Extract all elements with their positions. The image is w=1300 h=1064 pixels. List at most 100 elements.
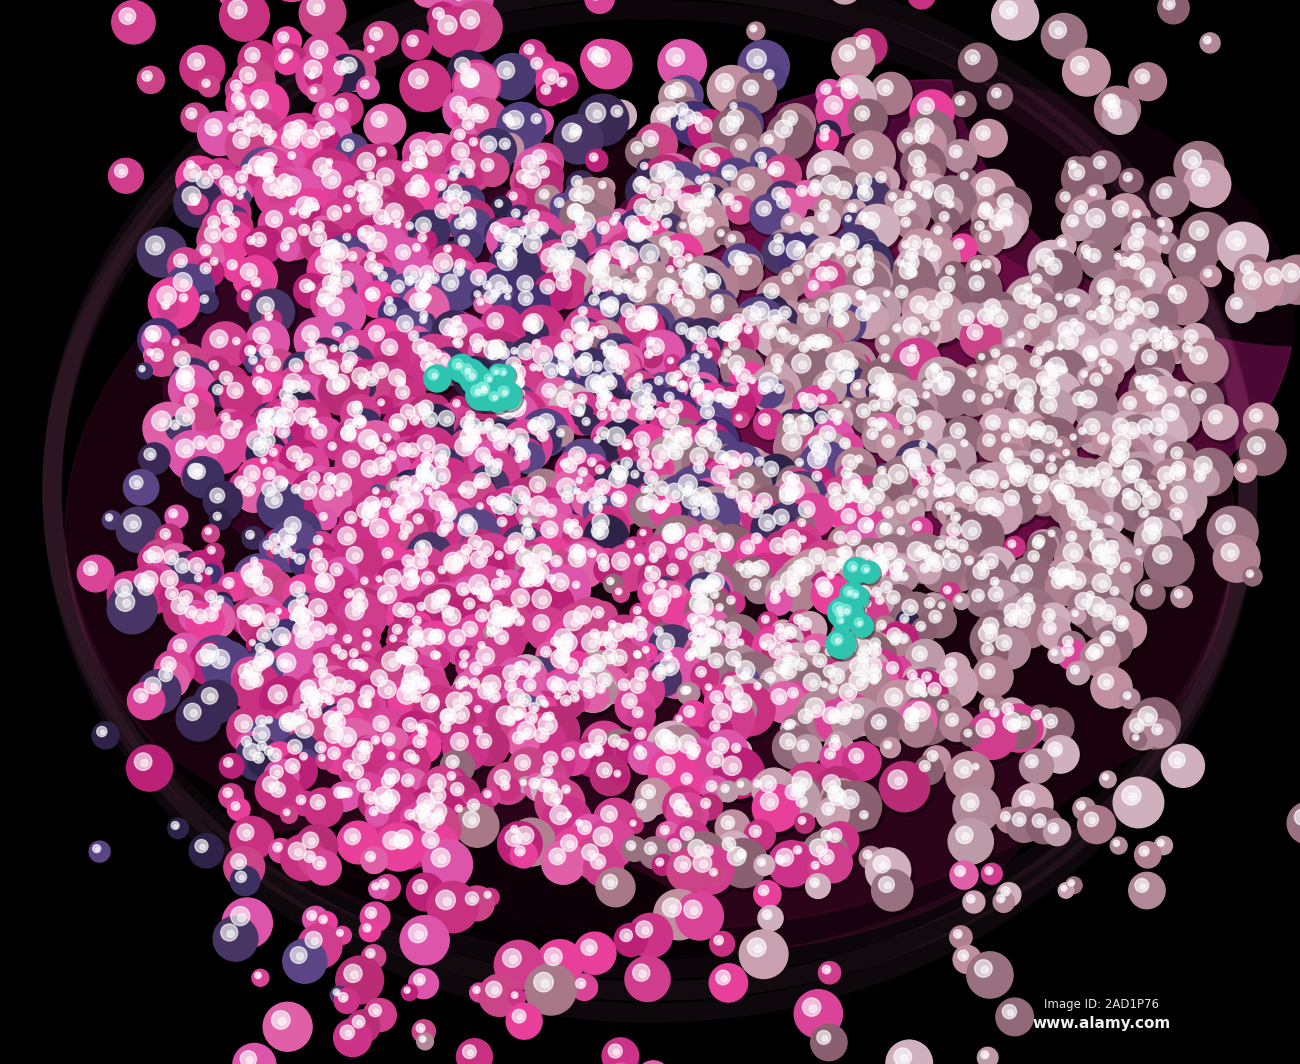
Circle shape xyxy=(897,260,903,266)
Circle shape xyxy=(724,329,732,336)
Circle shape xyxy=(909,517,932,542)
Circle shape xyxy=(771,189,810,228)
Circle shape xyxy=(768,843,818,891)
Circle shape xyxy=(1100,631,1115,646)
Circle shape xyxy=(471,676,514,718)
Circle shape xyxy=(618,739,628,750)
Circle shape xyxy=(282,395,298,411)
Circle shape xyxy=(1028,530,1058,561)
Circle shape xyxy=(1057,641,1089,672)
Circle shape xyxy=(247,678,255,685)
Circle shape xyxy=(1026,445,1062,481)
Circle shape xyxy=(437,12,442,17)
Circle shape xyxy=(282,186,302,206)
Circle shape xyxy=(1100,604,1115,620)
Circle shape xyxy=(287,535,295,545)
Circle shape xyxy=(670,530,676,536)
Circle shape xyxy=(303,755,306,759)
Circle shape xyxy=(1006,556,1054,604)
Circle shape xyxy=(394,566,442,614)
Circle shape xyxy=(432,650,448,667)
Circle shape xyxy=(629,222,646,240)
Circle shape xyxy=(478,975,521,1016)
Circle shape xyxy=(229,334,248,353)
Circle shape xyxy=(1056,188,1084,216)
Circle shape xyxy=(516,229,566,279)
Circle shape xyxy=(290,550,320,579)
Circle shape xyxy=(710,784,715,789)
Circle shape xyxy=(469,722,491,745)
Circle shape xyxy=(784,684,812,713)
Circle shape xyxy=(287,549,304,566)
Circle shape xyxy=(246,570,298,622)
Circle shape xyxy=(633,551,650,568)
Circle shape xyxy=(842,619,881,659)
Circle shape xyxy=(1030,430,1034,434)
Circle shape xyxy=(1089,472,1096,479)
Circle shape xyxy=(841,509,855,523)
Circle shape xyxy=(382,459,389,466)
Circle shape xyxy=(558,656,566,664)
Circle shape xyxy=(452,356,495,399)
Circle shape xyxy=(864,633,893,662)
Circle shape xyxy=(352,553,359,560)
Circle shape xyxy=(634,220,667,252)
Circle shape xyxy=(1118,485,1148,514)
Circle shape xyxy=(746,375,762,390)
Circle shape xyxy=(322,360,338,377)
Circle shape xyxy=(1062,210,1092,240)
Circle shape xyxy=(508,604,525,621)
Circle shape xyxy=(927,194,930,197)
Circle shape xyxy=(627,426,671,470)
Circle shape xyxy=(706,572,724,591)
Circle shape xyxy=(318,244,344,270)
Circle shape xyxy=(719,455,725,461)
Circle shape xyxy=(603,678,608,684)
Circle shape xyxy=(835,230,871,266)
Circle shape xyxy=(347,432,352,438)
Circle shape xyxy=(618,617,654,654)
Circle shape xyxy=(1122,251,1152,281)
Circle shape xyxy=(664,395,698,429)
Circle shape xyxy=(958,243,962,247)
Circle shape xyxy=(716,188,748,219)
Circle shape xyxy=(598,340,614,356)
Circle shape xyxy=(520,666,525,672)
Circle shape xyxy=(1050,264,1058,271)
Circle shape xyxy=(168,818,188,838)
Circle shape xyxy=(780,410,805,435)
Circle shape xyxy=(871,376,920,426)
Circle shape xyxy=(663,734,668,739)
Circle shape xyxy=(247,641,295,689)
Circle shape xyxy=(857,290,866,299)
Circle shape xyxy=(732,314,744,326)
Circle shape xyxy=(1130,732,1148,750)
Circle shape xyxy=(671,187,720,236)
Circle shape xyxy=(1123,712,1161,750)
Circle shape xyxy=(604,575,624,595)
Circle shape xyxy=(239,121,244,127)
Circle shape xyxy=(597,553,608,565)
Circle shape xyxy=(729,338,740,350)
Circle shape xyxy=(636,779,672,815)
Circle shape xyxy=(428,774,446,792)
Circle shape xyxy=(629,283,659,313)
Circle shape xyxy=(597,493,615,512)
Circle shape xyxy=(481,418,502,439)
Circle shape xyxy=(537,745,575,782)
Circle shape xyxy=(417,464,429,476)
Circle shape xyxy=(198,577,200,580)
Circle shape xyxy=(828,0,863,6)
Circle shape xyxy=(562,231,577,247)
Circle shape xyxy=(838,319,844,325)
Circle shape xyxy=(816,332,845,361)
Circle shape xyxy=(1115,460,1162,506)
Circle shape xyxy=(794,415,814,434)
Circle shape xyxy=(595,684,606,693)
Circle shape xyxy=(120,169,125,174)
Circle shape xyxy=(800,246,803,249)
Circle shape xyxy=(334,488,351,505)
Circle shape xyxy=(588,601,618,632)
Circle shape xyxy=(377,543,406,571)
Circle shape xyxy=(333,211,338,217)
